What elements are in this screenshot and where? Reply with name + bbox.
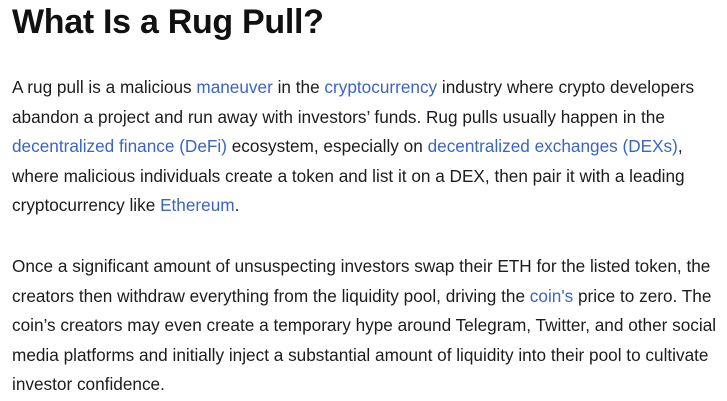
article: What Is a Rug Pull? A rug pull is a mali… (12, 0, 724, 400)
paragraph-text: price to zero. The coin’s creators may e… (12, 285, 717, 395)
link-dex[interactable]: decentralized exchanges (DEXs) (427, 136, 678, 157)
link-maneuver[interactable]: maneuver (196, 77, 273, 97)
link-ethereum[interactable]: Ethereum (160, 195, 235, 216)
link-defi[interactable]: decentralized finance (DeFi) (12, 136, 227, 157)
link-coins[interactable]: coin's (529, 285, 574, 306)
paragraph-intro: A rug pull is a malicious maneuver in th… (12, 73, 724, 221)
paragraph-text: A rug pull is a malicious (12, 77, 197, 97)
link-cryptocurrency[interactable]: cryptocurrency (324, 77, 438, 97)
paragraph-text: Once a significant amount of unsuspectin… (12, 255, 711, 306)
paragraph-text: ecosystem, especially on (226, 136, 428, 157)
article-title: What Is a Rug Pull? (12, 3, 324, 41)
paragraph-text: . (234, 195, 240, 216)
paragraph-text: in the (272, 77, 325, 97)
paragraph-text: , where malicious individuals create a t… (12, 136, 685, 216)
paragraph-rug-pull-process: Once a significant amount of unsuspectin… (12, 252, 724, 400)
paragraph-text: industry where crypto developers abandon… (12, 77, 695, 127)
